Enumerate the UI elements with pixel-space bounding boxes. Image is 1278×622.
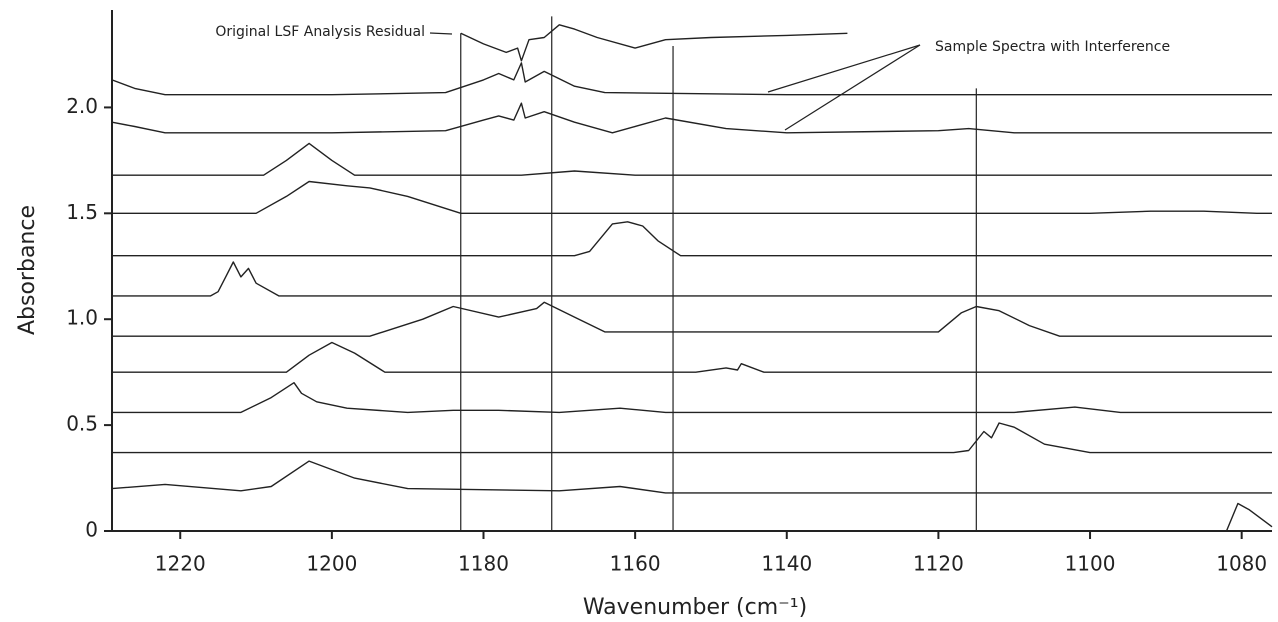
- annotation: Original LSF Analysis Residual: [215, 24, 425, 40]
- x-tick-label: 1100: [1065, 552, 1116, 576]
- y-axis-title: Absorbance: [15, 205, 40, 335]
- y-tick-label: 1.5: [66, 200, 98, 224]
- y-tick-label: 0: [85, 518, 98, 542]
- spectrum-line: [112, 422, 1272, 454]
- x-tick-label: 1160: [610, 552, 661, 576]
- x-tick-label: 1180: [458, 552, 509, 576]
- x-tick-label: 1120: [913, 552, 964, 576]
- y-tick-label: 0.5: [66, 412, 98, 436]
- x-tick-label: 1080: [1216, 552, 1267, 576]
- spectrum-line: [112, 301, 1272, 337]
- spectrum-line: [112, 382, 1272, 414]
- spectrum-line: [1225, 502, 1273, 532]
- annotation: Sample Spectra with Interference: [935, 39, 1170, 55]
- spectrum-line: [111, 62, 1272, 96]
- x-axis-title: Wavenumber (cm⁻¹): [583, 595, 807, 620]
- spectrum-line: [112, 142, 1272, 176]
- spectrum-line: [460, 24, 848, 62]
- spectrum-line: [112, 221, 1272, 257]
- annotation-pointer: [784, 44, 921, 131]
- spectrum-line: [112, 341, 1272, 373]
- x-tick-label: 1220: [155, 552, 206, 576]
- spectrum-line: [111, 460, 1272, 494]
- spectrum-line: [112, 180, 1272, 214]
- y-tick-label: 1.0: [66, 306, 98, 330]
- spectrum-line: [111, 102, 1272, 134]
- x-tick-label: 1200: [306, 552, 357, 576]
- y-tick-label: 2.0: [66, 94, 98, 118]
- annotation-pointer: [429, 32, 453, 35]
- annotation-pointer: [767, 44, 921, 93]
- spectrum-line: [112, 261, 1272, 297]
- x-tick-label: 1140: [761, 552, 812, 576]
